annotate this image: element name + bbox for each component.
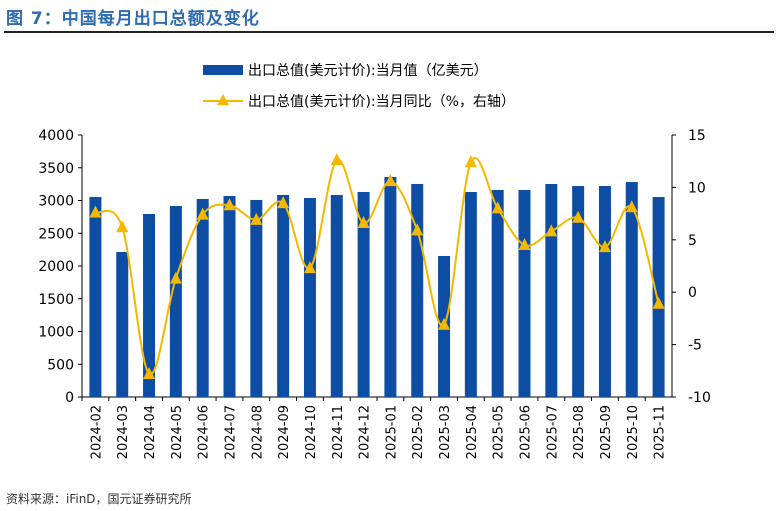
bar — [491, 190, 504, 397]
x-tick-label: 2024-12 — [358, 405, 373, 459]
bar — [169, 206, 182, 397]
bar — [411, 183, 424, 397]
bar — [572, 186, 585, 397]
x-tick-label: 2024-04 — [143, 405, 158, 459]
left-tick-label: 2000 — [38, 259, 74, 275]
x-tick-label: 2025-01 — [384, 405, 399, 459]
right-tick-label: 0 — [688, 285, 697, 301]
triangle-marker — [572, 210, 585, 223]
triangle-marker — [464, 155, 477, 168]
triangle-marker — [330, 153, 343, 166]
left-tick-label: 500 — [47, 357, 74, 373]
yoy-line — [94, 157, 660, 376]
source-note: 资料来源：iFinD，国元证券研究所 — [6, 492, 192, 506]
bar — [357, 191, 370, 397]
x-tick-label: 2024-11 — [331, 405, 346, 459]
bar — [545, 183, 558, 397]
x-tick-label: 2024-03 — [116, 405, 131, 459]
x-tick-label: 2025-06 — [519, 405, 534, 459]
bar — [464, 191, 477, 397]
triangle-marker — [250, 212, 263, 225]
right-tick-label: -10 — [688, 390, 711, 406]
x-tick-label: 2025-04 — [465, 405, 480, 459]
triangle-marker — [303, 261, 316, 274]
x-tick-label: 2024-06 — [197, 405, 212, 459]
bar — [89, 197, 102, 397]
chart-title: 图 7：中国每月出口总额及变化 — [6, 9, 260, 29]
triangle-marker — [491, 201, 504, 214]
x-tick-label: 2024-02 — [89, 405, 104, 459]
left-tick-label: 0 — [65, 390, 74, 406]
triangle-marker — [196, 207, 209, 220]
left-tick-label: 1000 — [38, 325, 74, 341]
x-tick-label: 2025-05 — [492, 405, 507, 459]
triangle-marker — [384, 174, 397, 187]
triangle-marker — [223, 198, 236, 211]
triangle-marker — [518, 238, 531, 251]
triangle-marker — [411, 223, 424, 236]
x-tick-label: 2024-08 — [250, 405, 265, 459]
triangle-marker — [116, 220, 129, 233]
x-tick-label: 2024-09 — [277, 405, 292, 459]
title-divider — [4, 31, 774, 33]
x-tick-label: 2025-10 — [626, 405, 641, 459]
x-tick-label: 2025-02 — [411, 405, 426, 459]
bar — [625, 182, 638, 397]
bar — [277, 194, 290, 397]
left-tick-label: 1500 — [38, 292, 74, 308]
right-tick-label: -5 — [688, 338, 702, 354]
x-tick-label: 2024-05 — [170, 405, 185, 459]
triangle-marker — [652, 296, 665, 309]
triangle-marker — [545, 224, 558, 237]
triangle-marker — [277, 196, 290, 209]
bar — [384, 176, 397, 397]
x-tick-label: 2025-09 — [599, 405, 614, 459]
bar — [518, 190, 531, 397]
right-tick-label: 5 — [688, 233, 697, 249]
x-tick-label: 2024-10 — [304, 405, 319, 459]
bar — [143, 213, 156, 397]
legend-label-bar: 出口总值(美元计价):当月值（亿美元） — [248, 63, 488, 79]
triangle-marker — [438, 317, 451, 330]
triangle-marker — [598, 240, 611, 253]
triangle-marker — [143, 366, 156, 379]
x-tick-label: 2025-08 — [572, 405, 587, 459]
legend-bar-swatch — [203, 65, 243, 75]
left-tick-label: 3000 — [38, 194, 74, 210]
x-tick-label: 2025-03 — [438, 405, 453, 459]
legend-triangle-icon — [217, 94, 229, 105]
x-tick-label: 2025-11 — [653, 405, 668, 459]
bar — [303, 198, 316, 397]
triangle-marker — [357, 216, 370, 229]
triangle-marker — [169, 271, 182, 284]
right-tick-label: 15 — [688, 128, 706, 144]
bar — [250, 199, 263, 397]
x-tick-label: 2024-07 — [224, 405, 239, 459]
bar — [196, 198, 209, 397]
bar — [116, 251, 129, 397]
bar — [598, 186, 611, 397]
left-tick-label: 4000 — [38, 128, 74, 144]
right-tick-label: 10 — [688, 180, 706, 196]
left-tick-label: 3500 — [38, 161, 74, 177]
x-tick-label: 2025-07 — [545, 405, 560, 459]
triangle-marker — [625, 200, 638, 213]
bar — [223, 195, 236, 397]
bar — [330, 194, 343, 397]
left-tick-label: 2500 — [38, 226, 74, 242]
triangle-marker — [89, 205, 102, 218]
legend-label-line: 出口总值(美元计价):当月同比（%，右轴） — [248, 94, 515, 110]
